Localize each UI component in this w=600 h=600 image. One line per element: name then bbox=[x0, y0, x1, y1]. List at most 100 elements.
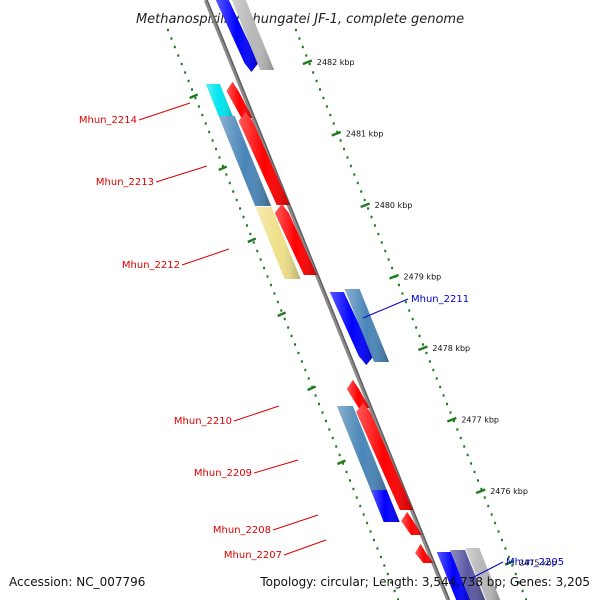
ring-dot bbox=[379, 555, 382, 559]
gene-leader-line bbox=[155, 165, 208, 183]
ring-dot bbox=[315, 79, 318, 83]
ring-dot bbox=[180, 62, 183, 66]
gene-labels: Mhun_2214 Mhun_2213 Mhun_2212 Mhun_2211 Mhun… bbox=[79, 102, 564, 580]
ring-dot bbox=[305, 54, 308, 57]
ring-dot bbox=[266, 275, 269, 278]
ring-dot bbox=[494, 521, 497, 525]
ring-dot bbox=[314, 394, 317, 397]
ring-dot bbox=[276, 300, 279, 304]
ring-dot bbox=[507, 555, 510, 559]
ring-dot bbox=[239, 207, 242, 210]
ring-dot bbox=[501, 538, 503, 542]
gene-box-steel-2209-shade bbox=[336, 406, 388, 492]
ring-dot bbox=[490, 513, 493, 516]
ring-dot bbox=[331, 436, 334, 440]
ring-dot bbox=[435, 377, 438, 380]
ring-dot bbox=[360, 190, 363, 193]
scale-tick-inner bbox=[247, 237, 257, 244]
scale-ticks: 2482 kbp 2481 kbp 2480 kbp 2479 kbp 2478 kbp… bbox=[189, 58, 557, 568]
ring-dot bbox=[376, 547, 379, 550]
ring-dot bbox=[446, 402, 449, 406]
feature-ring-dots bbox=[166, 28, 528, 600]
scale-tick bbox=[504, 559, 515, 566]
ring-dot bbox=[338, 453, 341, 457]
gene-label-mhun-2213: Mhun_2213 bbox=[96, 177, 154, 188]
gene-leader-line bbox=[138, 102, 191, 121]
gene-arrow-mhun-2208-shade bbox=[401, 512, 422, 535]
ring-dot bbox=[449, 411, 452, 414]
ring-dot bbox=[442, 394, 445, 397]
ring-dot bbox=[401, 292, 404, 295]
ring-dot bbox=[428, 360, 431, 363]
ring-dot bbox=[318, 88, 321, 91]
scale-tick-label: 2476 kbp bbox=[490, 487, 528, 496]
ring-dot bbox=[380, 241, 383, 244]
ring-dot bbox=[335, 445, 338, 448]
ring-dot bbox=[370, 215, 373, 219]
scale-tick-label: 2482 kbp bbox=[317, 58, 355, 67]
ring-dot bbox=[397, 598, 400, 600]
scale-tick bbox=[417, 345, 428, 352]
ring-dot bbox=[300, 360, 303, 363]
ring-dot bbox=[439, 385, 442, 389]
backbone-edge bbox=[206, 0, 450, 600]
ring-dot bbox=[294, 28, 297, 32]
gene-arrow-top-forward-shade bbox=[215, 0, 259, 72]
ring-dot bbox=[273, 292, 276, 295]
gene-leader-line bbox=[283, 539, 327, 556]
ring-dot bbox=[325, 105, 328, 108]
gene-arrow-mhun-2209-shade bbox=[356, 403, 413, 510]
scale-tick bbox=[302, 59, 313, 66]
scale-tick bbox=[389, 273, 399, 280]
scale-tick-inner bbox=[277, 311, 287, 318]
gene-label-mhun-2212: Mhun_2212 bbox=[122, 260, 180, 271]
ring-dot bbox=[259, 258, 262, 261]
gene-features bbox=[205, 0, 501, 600]
ring-dot bbox=[194, 96, 197, 100]
ring-dot bbox=[343, 147, 346, 151]
ring-dot bbox=[367, 207, 370, 210]
ring-dot bbox=[332, 122, 335, 125]
ring-dot bbox=[463, 445, 466, 448]
ring-dot bbox=[294, 343, 297, 346]
ring-dot bbox=[369, 530, 372, 533]
gene-arrow-mhun-2210-shade bbox=[346, 380, 370, 408]
ring-dot bbox=[387, 258, 390, 261]
ring-dot bbox=[383, 564, 386, 567]
ring-dot bbox=[411, 317, 414, 321]
ring-dot bbox=[390, 581, 393, 584]
ring-dot bbox=[312, 71, 315, 74]
ring-dot bbox=[232, 190, 235, 193]
ring-dot bbox=[470, 462, 473, 465]
ring-dot bbox=[345, 470, 348, 474]
gene-box-khaki-2212-shade bbox=[255, 207, 301, 279]
gene-label-mhun-2210: Mhun_2210 bbox=[174, 416, 232, 427]
ring-dot bbox=[391, 266, 394, 270]
ring-dot bbox=[256, 249, 259, 253]
genome-stats-text: Topology: circular; Length: 3,544,738 bp… bbox=[259, 575, 590, 589]
ring-dot bbox=[173, 45, 176, 49]
scale-tick-inner bbox=[337, 459, 346, 466]
gene-box-top-gray-shade bbox=[231, 0, 275, 70]
scale-tick bbox=[446, 416, 457, 423]
ring-dot bbox=[166, 28, 169, 32]
ring-dot bbox=[514, 572, 517, 576]
ring-dot bbox=[197, 105, 200, 108]
ring-dot bbox=[373, 224, 376, 227]
accession-text: Accession: NC_007796 bbox=[9, 575, 145, 589]
ring-dot bbox=[348, 479, 351, 482]
ring-dot bbox=[218, 156, 221, 159]
ring-dot bbox=[321, 411, 324, 414]
gene-label-mhun-2214: Mhun_2214 bbox=[79, 115, 137, 126]
ring-dot bbox=[301, 45, 304, 49]
ring-dot bbox=[384, 249, 387, 253]
ring-dot bbox=[290, 334, 293, 338]
ring-dot bbox=[336, 130, 339, 134]
ring-dot bbox=[521, 589, 524, 593]
ring-dot bbox=[511, 564, 514, 567]
ring-dot bbox=[504, 547, 507, 550]
gene-arrow-mhun-2207-shade bbox=[415, 544, 434, 563]
gene-arrow-mhun-2212-shade bbox=[274, 204, 317, 275]
ring-dot bbox=[297, 351, 300, 355]
